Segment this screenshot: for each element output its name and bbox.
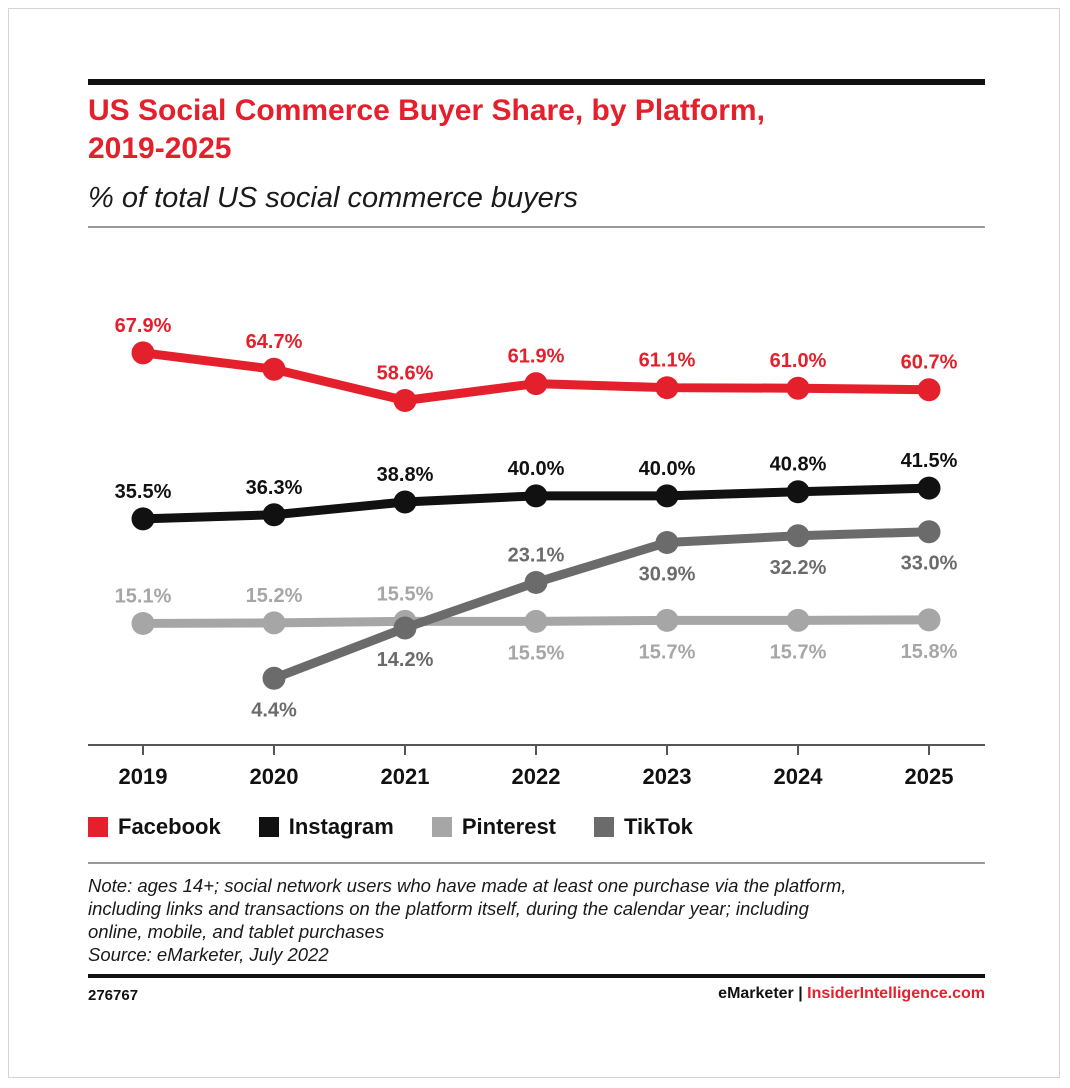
legend-label-instagram: Instagram [288, 814, 394, 839]
legend-swatch-facebook [88, 817, 108, 837]
legend-item-instagram: Instagram [258, 814, 394, 840]
data-label-instagram: 38.8% [377, 464, 434, 486]
data-point-facebook [524, 372, 548, 396]
data-label-facebook: 60.7% [901, 352, 958, 374]
chart-title-line-1: US Social Commerce Buyer Share, by Platf… [88, 94, 765, 127]
site-link[interactable]: InsiderIntelligence.com [807, 985, 985, 1002]
data-point-instagram [262, 503, 286, 527]
chart-notes: Note: ages 14+; social network users who… [88, 874, 988, 966]
data-label-facebook: 61.9% [508, 346, 565, 368]
x-tick-label: 2019 [119, 764, 168, 789]
brand-name: eMarketer [718, 985, 794, 1002]
data-label-tiktok: 14.2% [377, 649, 434, 671]
data-label-pinterest: 15.2% [246, 585, 303, 607]
x-tick-label: 2022 [512, 764, 561, 789]
subtitle-rule [88, 226, 985, 228]
chart-title: US Social Commerce Buyer Share, by Platf… [88, 92, 988, 168]
x-tick-label: 2025 [905, 764, 954, 789]
data-label-pinterest: 15.5% [508, 642, 565, 664]
data-point-pinterest [131, 611, 155, 635]
chart-card [8, 8, 1060, 1078]
legend-rule [88, 862, 985, 864]
data-label-instagram: 40.8% [770, 454, 827, 476]
data-point-tiktok [393, 616, 417, 640]
data-point-tiktok [524, 570, 548, 594]
data-point-pinterest [917, 608, 941, 632]
series-line-tiktok [269, 527, 934, 683]
legend-label-facebook: Facebook [118, 814, 221, 839]
credit-separator: | [798, 985, 803, 1002]
x-tick-label: 2024 [774, 764, 824, 789]
credit: eMarketer | InsiderIntelligence.com [718, 985, 985, 1003]
data-point-instagram [655, 484, 679, 508]
data-point-facebook [262, 357, 286, 381]
data-label-facebook: 61.1% [639, 350, 696, 372]
legend-swatch-tiktok [594, 817, 615, 837]
data-label-instagram: 35.5% [115, 481, 172, 503]
data-point-facebook [655, 376, 679, 400]
data-label-instagram: 40.0% [639, 458, 696, 480]
x-tick-label: 2020 [250, 764, 299, 789]
legend-swatch-instagram [258, 817, 279, 837]
data-label-pinterest: 15.7% [639, 641, 696, 663]
source-line: Source: eMarketer, July 2022 [88, 944, 329, 965]
data-label-instagram: 36.3% [246, 477, 303, 499]
data-label-pinterest: 15.7% [770, 641, 827, 663]
legend-swatch-pinterest [431, 817, 452, 837]
data-point-instagram [917, 476, 941, 500]
data-label-pinterest: 15.5% [377, 583, 434, 605]
x-tick-label: 2021 [381, 764, 430, 789]
top-rule [88, 79, 985, 85]
data-point-instagram [393, 490, 417, 514]
data-label-facebook: 67.9% [115, 315, 172, 337]
x-tick-label: 2023 [643, 764, 692, 789]
note-line: including links and transactions on the … [88, 898, 809, 919]
data-label-facebook: 58.6% [377, 363, 434, 385]
data-point-facebook [917, 378, 941, 402]
data-point-tiktok [262, 666, 286, 690]
data-point-instagram [524, 484, 548, 508]
chart-id: 276767 [88, 987, 139, 1004]
legend-item-facebook: Facebook [88, 814, 221, 840]
data-point-facebook [131, 341, 155, 365]
legend: Facebook Instagram Pinterest TikTok [88, 812, 731, 842]
data-label-facebook: 61.0% [770, 350, 827, 372]
data-point-instagram [131, 507, 155, 531]
data-label-tiktok: 30.9% [639, 563, 696, 585]
data-label-pinterest: 15.8% [901, 641, 958, 663]
data-label-instagram: 40.0% [508, 458, 565, 480]
legend-label-pinterest: Pinterest [461, 814, 557, 839]
data-point-tiktok [917, 520, 941, 544]
data-label-pinterest: 15.1% [115, 585, 172, 607]
note-line: Note: ages 14+; social network users who… [88, 875, 847, 896]
legend-item-pinterest: Pinterest [431, 814, 557, 840]
data-point-pinterest [786, 608, 810, 632]
note-line: online, mobile, and tablet purchases [88, 921, 385, 942]
data-label-facebook: 64.7% [246, 331, 303, 353]
data-point-pinterest [655, 608, 679, 632]
data-point-facebook [393, 389, 417, 412]
data-point-tiktok [655, 530, 679, 554]
data-label-tiktok: 4.4% [251, 699, 297, 721]
data-point-instagram [786, 480, 810, 504]
chart-title-line-2: 2019-2025 [88, 132, 232, 165]
data-point-pinterest [524, 609, 548, 633]
data-point-pinterest [262, 611, 286, 635]
chart-subtitle: % of total US social commerce buyers [88, 182, 578, 214]
line-chart: 2019 2020 2021 2022 2023 2024 2025 15.1% 15.2% 15… [88, 315, 985, 789]
data-point-tiktok [786, 524, 810, 548]
data-label-instagram: 41.5% [901, 450, 958, 472]
data-point-facebook [786, 376, 810, 400]
bottom-rule [88, 974, 985, 978]
data-label-tiktok: 32.2% [770, 557, 827, 579]
legend-label-tiktok: TikTok [624, 814, 693, 839]
data-label-tiktok: 33.0% [901, 553, 958, 575]
data-label-tiktok: 23.1% [508, 544, 565, 566]
legend-item-tiktok: TikTok [594, 814, 693, 840]
